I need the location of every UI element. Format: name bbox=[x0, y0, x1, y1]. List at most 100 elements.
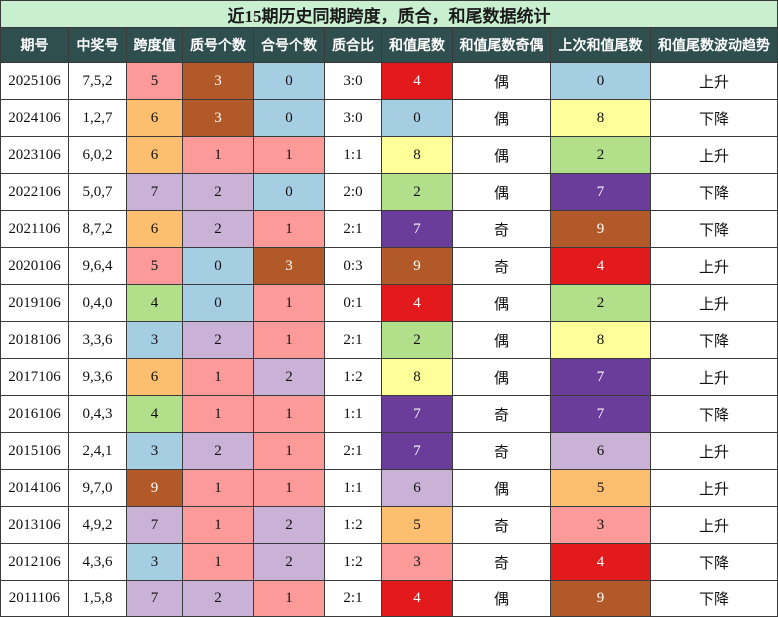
table-cell: 上升 bbox=[651, 359, 778, 396]
table-cell: 9,3,6 bbox=[69, 359, 127, 396]
table-cell: 上升 bbox=[651, 507, 778, 544]
table-cell: 下降 bbox=[651, 544, 778, 581]
table-cell: 上升 bbox=[651, 137, 778, 174]
table-cell: 奇 bbox=[453, 544, 551, 581]
column-header: 和值尾数奇偶 bbox=[453, 28, 551, 63]
table-cell: 2012106 bbox=[0, 544, 69, 581]
table-cell: 4,9,2 bbox=[69, 507, 127, 544]
table-cell: 7 bbox=[382, 433, 453, 470]
table-cell: 3:0 bbox=[325, 63, 382, 100]
table-cell: 8 bbox=[382, 359, 453, 396]
table-cell: 7 bbox=[127, 507, 183, 544]
table-cell: 2 bbox=[551, 137, 651, 174]
table-cell: 2 bbox=[382, 174, 453, 211]
table-cell: 9 bbox=[551, 581, 651, 617]
table-cell: 0 bbox=[183, 248, 254, 285]
column-header: 合号个数 bbox=[254, 28, 325, 63]
table-cell: 8 bbox=[382, 137, 453, 174]
table-cell: 1 bbox=[254, 396, 325, 433]
table-cell: 3 bbox=[127, 433, 183, 470]
table-cell: 1 bbox=[183, 396, 254, 433]
table-cell: 下降 bbox=[651, 396, 778, 433]
table-cell: 0 bbox=[382, 100, 453, 137]
table-cell: 1 bbox=[254, 470, 325, 507]
table-cell: 2 bbox=[183, 581, 254, 617]
table-cell: 1:2 bbox=[325, 507, 382, 544]
table-cell: 7 bbox=[551, 359, 651, 396]
table-cell: 1,5,8 bbox=[69, 581, 127, 617]
table-cell: 5 bbox=[382, 507, 453, 544]
table-cell: 2:1 bbox=[325, 581, 382, 617]
table-cell: 1 bbox=[254, 433, 325, 470]
table-title: 近15期历史同期跨度，质合，和尾数据统计 bbox=[0, 0, 778, 28]
table-cell: 4,3,6 bbox=[69, 544, 127, 581]
table-cell: 9 bbox=[127, 470, 183, 507]
table-cell: 9,6,4 bbox=[69, 248, 127, 285]
table-cell: 8,7,2 bbox=[69, 211, 127, 248]
table-cell: 3 bbox=[183, 63, 254, 100]
table-cell: 0:1 bbox=[325, 285, 382, 322]
table-cell: 2024106 bbox=[0, 100, 69, 137]
column-header: 质号个数 bbox=[183, 28, 254, 63]
table-cell: 奇 bbox=[453, 433, 551, 470]
table-cell: 1 bbox=[183, 544, 254, 581]
table-cell: 4 bbox=[551, 544, 651, 581]
table-cell: 3 bbox=[382, 544, 453, 581]
table-cell: 3,3,6 bbox=[69, 322, 127, 359]
column-header: 期号 bbox=[0, 28, 69, 63]
column-header: 中奖号 bbox=[69, 28, 127, 63]
table-cell: 2:1 bbox=[325, 433, 382, 470]
table-cell: 偶 bbox=[453, 470, 551, 507]
table-cell: 2 bbox=[254, 359, 325, 396]
table-cell: 2 bbox=[551, 285, 651, 322]
table-cell: 5,0,7 bbox=[69, 174, 127, 211]
table-cell: 奇 bbox=[453, 211, 551, 248]
table-cell: 3 bbox=[183, 100, 254, 137]
table-cell: 5 bbox=[127, 248, 183, 285]
table-cell: 偶 bbox=[453, 581, 551, 617]
table-cell: 7 bbox=[551, 174, 651, 211]
table-cell: 下降 bbox=[651, 322, 778, 359]
table-cell: 奇 bbox=[453, 248, 551, 285]
table-cell: 0 bbox=[254, 100, 325, 137]
table-cell: 6 bbox=[127, 100, 183, 137]
table-cell: 6 bbox=[551, 433, 651, 470]
table-cell: 1 bbox=[254, 211, 325, 248]
table-cell: 偶 bbox=[453, 137, 551, 174]
table-cell: 2 bbox=[183, 433, 254, 470]
table-cell: 1 bbox=[183, 137, 254, 174]
table-cell: 2011106 bbox=[0, 581, 69, 617]
table-cell: 6 bbox=[127, 211, 183, 248]
table-cell: 上升 bbox=[651, 63, 778, 100]
table-cell: 上升 bbox=[651, 470, 778, 507]
table-cell: 下降 bbox=[651, 211, 778, 248]
table-cell: 4 bbox=[551, 248, 651, 285]
table-cell: 0 bbox=[254, 174, 325, 211]
table-cell: 1:2 bbox=[325, 544, 382, 581]
table-cell: 6 bbox=[127, 359, 183, 396]
table-cell: 1:1 bbox=[325, 396, 382, 433]
table-cell: 0,4,0 bbox=[69, 285, 127, 322]
table-cell: 2018106 bbox=[0, 322, 69, 359]
table-cell: 2,4,1 bbox=[69, 433, 127, 470]
table-cell: 2 bbox=[183, 322, 254, 359]
table-cell: 2017106 bbox=[0, 359, 69, 396]
table-cell: 0:3 bbox=[325, 248, 382, 285]
table-cell: 2016106 bbox=[0, 396, 69, 433]
table-cell: 4 bbox=[382, 581, 453, 617]
table-cell: 3 bbox=[127, 322, 183, 359]
table-cell: 2020106 bbox=[0, 248, 69, 285]
table-cell: 2 bbox=[254, 507, 325, 544]
table-cell: 0,4,3 bbox=[69, 396, 127, 433]
table-cell: 1 bbox=[254, 581, 325, 617]
table-cell: 2013106 bbox=[0, 507, 69, 544]
table-cell: 4 bbox=[382, 285, 453, 322]
table-cell: 2:1 bbox=[325, 211, 382, 248]
table-cell: 3 bbox=[551, 507, 651, 544]
table-cell: 下降 bbox=[651, 174, 778, 211]
table-cell: 6 bbox=[127, 137, 183, 174]
table-cell: 1:2 bbox=[325, 359, 382, 396]
table-cell: 上升 bbox=[651, 285, 778, 322]
column-header: 上次和值尾数 bbox=[551, 28, 651, 63]
